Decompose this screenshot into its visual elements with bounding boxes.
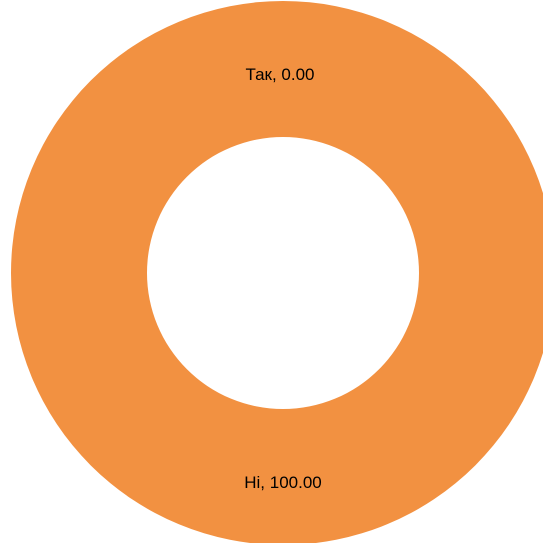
slice-label-ni: Ні, 100.00 — [244, 473, 322, 492]
slice-label-tak: Так, 0.00 — [245, 65, 314, 84]
slice-ni — [11, 1, 543, 543]
